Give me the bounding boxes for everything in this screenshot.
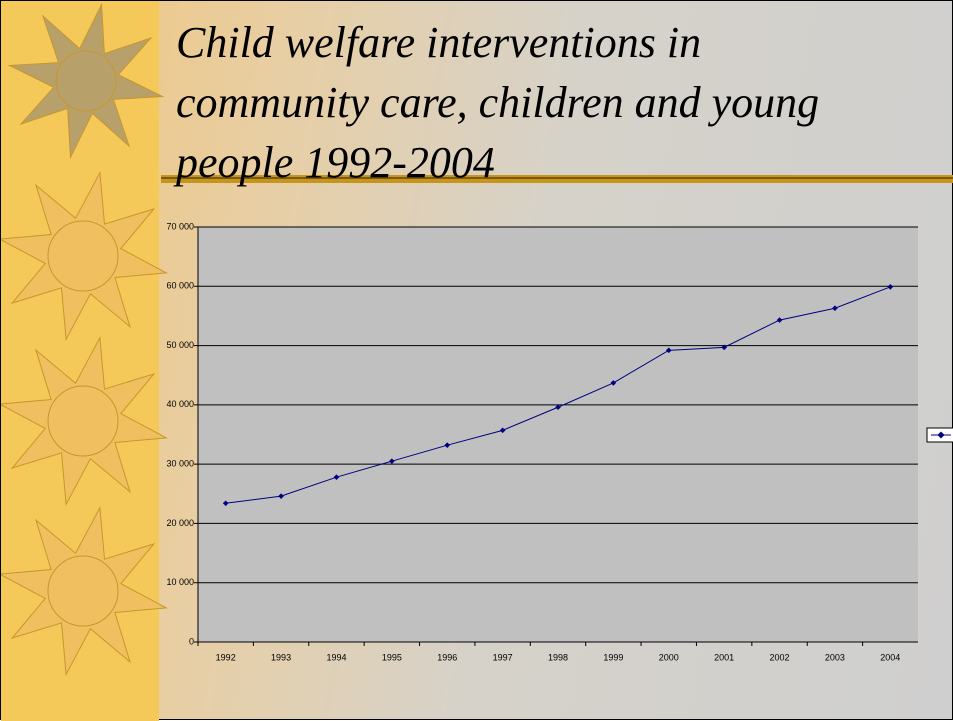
x-tick-label: 2002 bbox=[770, 652, 790, 662]
x-tick-label: 1997 bbox=[493, 652, 513, 662]
y-tick-label: 50 000 bbox=[166, 340, 194, 350]
y-tick-label: 40 000 bbox=[166, 399, 194, 409]
y-tick-label: 0 bbox=[189, 636, 194, 646]
data-point bbox=[444, 442, 451, 448]
data-point bbox=[389, 458, 395, 465]
y-tick-label: 70 000 bbox=[166, 221, 194, 231]
data-point bbox=[499, 427, 506, 434]
data-point bbox=[887, 284, 894, 290]
x-tick-label: 2004 bbox=[880, 652, 900, 662]
y-tick-label: 10 000 bbox=[166, 577, 194, 587]
x-tick-label: 1999 bbox=[603, 652, 623, 662]
data-point bbox=[222, 500, 229, 507]
data-point bbox=[555, 404, 561, 411]
legend-marker bbox=[937, 431, 945, 439]
data-point bbox=[832, 305, 838, 312]
data-point bbox=[610, 380, 617, 386]
x-tick-label: 2000 bbox=[659, 652, 679, 662]
x-tick-label: 1995 bbox=[382, 652, 402, 662]
x-tick-label: 1993 bbox=[271, 652, 291, 662]
y-tick-label: 30 000 bbox=[166, 459, 194, 469]
y-tick-label: 20 000 bbox=[166, 518, 194, 528]
sun-core bbox=[47, 220, 119, 292]
data-point bbox=[665, 347, 672, 354]
title-underline-shade bbox=[161, 177, 953, 179]
data-point bbox=[776, 317, 783, 323]
x-tick-label: 1998 bbox=[548, 652, 568, 662]
sun-core bbox=[47, 555, 119, 627]
sun-core bbox=[55, 50, 117, 112]
data-point bbox=[278, 493, 284, 499]
y-tick-label: 60 000 bbox=[166, 281, 194, 291]
x-tick-label: 2003 bbox=[825, 652, 845, 662]
x-tick-label: 2001 bbox=[714, 652, 734, 662]
sun-core bbox=[47, 385, 119, 457]
data-point bbox=[721, 344, 727, 351]
chart-title: Child welfare interventions in community… bbox=[176, 18, 820, 187]
x-tick-label: 1996 bbox=[437, 652, 457, 662]
plot-area bbox=[198, 227, 918, 642]
x-tick-label: 1992 bbox=[216, 652, 236, 662]
data-point bbox=[333, 474, 340, 481]
x-tick-label: 1994 bbox=[326, 652, 346, 662]
